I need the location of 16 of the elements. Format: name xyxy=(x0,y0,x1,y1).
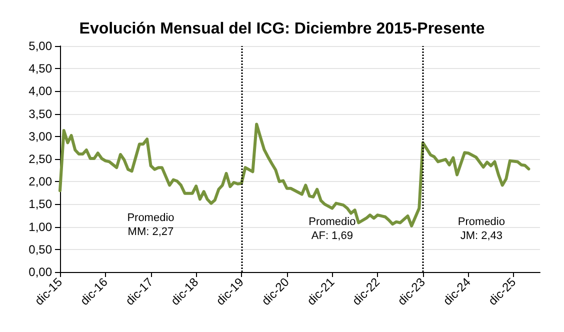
y-tick-label: 1,00 xyxy=(28,220,52,234)
y-tick-label: 0,50 xyxy=(28,242,52,256)
annotation: Promedio AF: 1,69 xyxy=(308,216,356,242)
y-tick-label: 2,00 xyxy=(28,174,52,189)
y-tick-label: 1,50 xyxy=(28,197,52,212)
chart-title: Evolución Mensual del ICG: Diciembre 2015-Presente xyxy=(79,20,485,38)
line-series xyxy=(58,122,530,228)
annotation: Promedio MM: 2,27 xyxy=(127,212,174,238)
annotation: Promedio JM: 2,43 xyxy=(458,216,505,242)
y-tick-label: 5,00 xyxy=(28,39,52,53)
y-tick-label: 3,50 xyxy=(28,106,52,121)
y-tick-label: 2,50 xyxy=(28,152,52,166)
y-tick-label: 4,50 xyxy=(28,62,52,76)
y-tick-label: 3,00 xyxy=(28,129,52,144)
y-tick-label: 4,00 xyxy=(28,84,52,98)
y-tick-label: 0,00 xyxy=(28,265,52,279)
